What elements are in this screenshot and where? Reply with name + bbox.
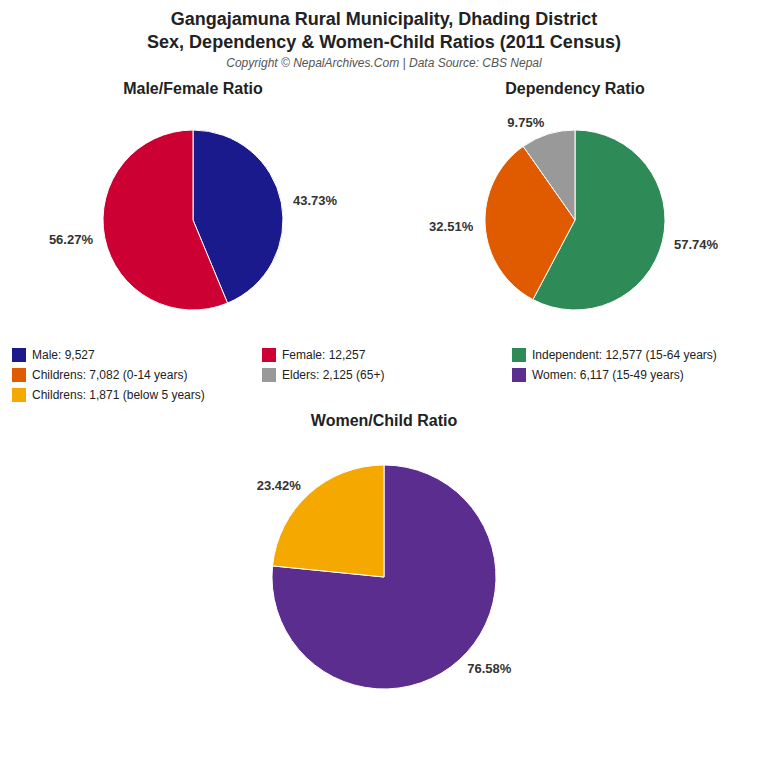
html-text:Gangajamuna Rural Municipality: Gangajamuna Rural Municipality, Dhading … <box>170 9 598 29</box>
html-text:Male/Female Ratio: Male/Female Ratio <box>123 80 263 97</box>
html-text:Independent: 12,577 (15-64 yea: Independent: 12,577 (15-64 years) <box>532 348 717 362</box>
svg-text:56.27%: 56.27% <box>49 232 94 247</box>
svg-text:32.51%: 32.51% <box>429 219 474 234</box>
svg-text:57.74%: 57.74% <box>674 237 719 252</box>
html-text:Childrens: 1,871 (below 5 year: Childrens: 1,871 (below 5 years) <box>32 388 205 402</box>
html-text:Elders: 2,125 (65+): Elders: 2,125 (65+) <box>282 368 385 382</box>
svg-text:9.75%: 9.75% <box>507 115 544 130</box>
html-text:Sex, Dependency & Women-Child: Sex, Dependency & Women-Child Ratios (20… <box>147 32 621 52</box>
html-text:Copyright © NepalArchives.Com: Copyright © NepalArchives.Com | Data Sou… <box>226 56 542 70</box>
html-text:Childrens: 7,082 (0-14 years): Childrens: 7,082 (0-14 years) <box>32 368 188 382</box>
html-text:Female: 12,257: Female: 12,257 <box>282 348 366 362</box>
html-text:Women/Child Ratio: Women/Child Ratio <box>310 412 458 429</box>
svg-text:23.42%: 23.42% <box>257 478 302 493</box>
html-text:Dependency Ratio: Dependency Ratio <box>505 80 645 97</box>
svg-text:43.73%: 43.73% <box>293 193 338 208</box>
svg-text:76.58%: 76.58% <box>467 661 512 676</box>
html-text:Women: 6,117 (15-49 years): Women: 6,117 (15-49 years) <box>532 368 684 382</box>
html-text:Male: 9,527: Male: 9,527 <box>32 348 95 362</box>
